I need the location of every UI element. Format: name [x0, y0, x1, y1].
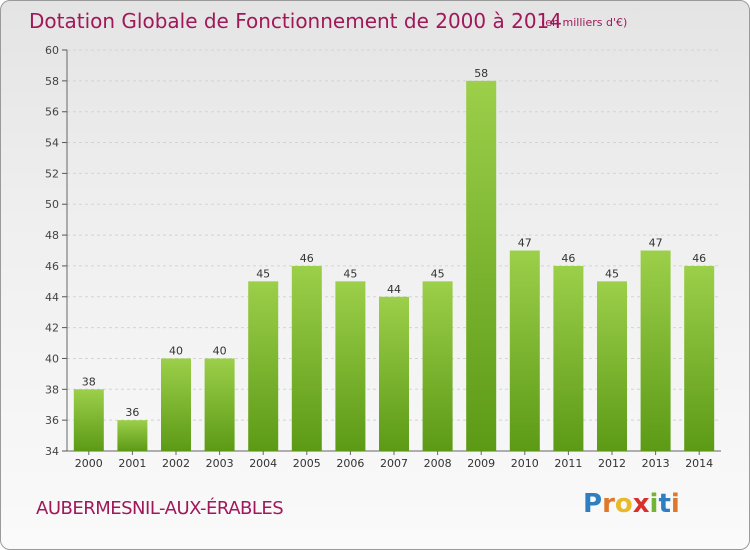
y-tick-label: 56 — [45, 106, 59, 119]
y-tick-label: 54 — [45, 137, 59, 150]
bar-value-label: 45 — [605, 267, 619, 280]
bar — [117, 420, 148, 451]
x-tick-label: 2000 — [75, 457, 103, 470]
x-tick-label: 2010 — [511, 457, 539, 470]
x-tick-label: 2011 — [554, 457, 582, 470]
bar — [379, 296, 409, 451]
bar — [597, 281, 627, 451]
y-tick-label: 60 — [45, 44, 59, 57]
y-tick-label: 44 — [45, 291, 59, 304]
y-tick-label: 58 — [45, 75, 59, 88]
bar — [684, 265, 715, 451]
x-tick-label: 2008 — [424, 457, 452, 470]
bar — [640, 250, 671, 451]
bar-value-label: 47 — [649, 237, 663, 250]
bar — [248, 281, 279, 451]
bar — [204, 358, 235, 451]
bar — [466, 80, 497, 451]
commune-name: AUBERMESNIL-AUX-ÉRABLES — [36, 498, 284, 519]
bar-value-label: 44 — [387, 283, 401, 296]
bar-value-label: 45 — [431, 267, 445, 280]
bar — [291, 265, 322, 451]
y-tick-label: 34 — [45, 445, 59, 458]
y-tick-label: 50 — [45, 198, 59, 211]
bar-value-label: 46 — [692, 252, 706, 265]
logo-letter: r — [602, 489, 615, 519]
x-tick-label: 2013 — [642, 457, 670, 470]
y-tick-label: 38 — [45, 383, 59, 396]
bar-value-label: 36 — [125, 406, 139, 419]
bar — [553, 265, 584, 451]
x-tick-label: 2007 — [380, 457, 408, 470]
y-tick-label: 40 — [45, 352, 59, 365]
logo-letter: t — [658, 489, 671, 519]
bar — [509, 250, 540, 451]
y-tick-label: 46 — [45, 260, 59, 273]
bar-value-label: 45 — [256, 267, 270, 280]
logo-letter: P — [583, 489, 603, 519]
x-tick-label: 2014 — [685, 457, 713, 470]
x-tick-label: 2009 — [467, 457, 495, 470]
bar — [73, 389, 104, 451]
x-tick-label: 2006 — [336, 457, 364, 470]
bar — [335, 281, 366, 451]
bar — [161, 358, 191, 451]
logo-letter: x — [632, 489, 650, 519]
bar — [422, 281, 453, 451]
x-tick-label: 2005 — [293, 457, 321, 470]
bar-value-label: 47 — [518, 237, 532, 250]
y-tick-label: 42 — [45, 322, 59, 335]
bar-value-label: 40 — [169, 344, 183, 357]
x-tick-label: 2001 — [118, 457, 146, 470]
bar-value-label: 46 — [300, 252, 314, 265]
y-tick-label: 52 — [45, 167, 59, 180]
proxiti-logo[interactable]: Proxiti — [583, 489, 680, 519]
logo-letter: i — [670, 489, 680, 519]
x-tick-label: 2003 — [206, 457, 234, 470]
logo-letter: i — [649, 489, 659, 519]
x-tick-label: 2004 — [249, 457, 277, 470]
x-tick-label: 2002 — [162, 457, 190, 470]
x-tick-label: 2012 — [598, 457, 626, 470]
logo-letter: o — [614, 489, 633, 519]
chart-title: Dotation Globale de Fonctionnement de 20… — [29, 9, 562, 33]
bar-value-label: 45 — [343, 267, 357, 280]
bar-value-label: 38 — [82, 375, 96, 388]
bar-value-label: 40 — [213, 344, 227, 357]
bar-value-label: 46 — [561, 252, 575, 265]
chart-unit-note: (en milliers d'€) — [541, 16, 628, 29]
y-tick-label: 48 — [45, 229, 59, 242]
bar-value-label: 58 — [474, 67, 488, 80]
y-tick-label: 36 — [45, 414, 59, 427]
